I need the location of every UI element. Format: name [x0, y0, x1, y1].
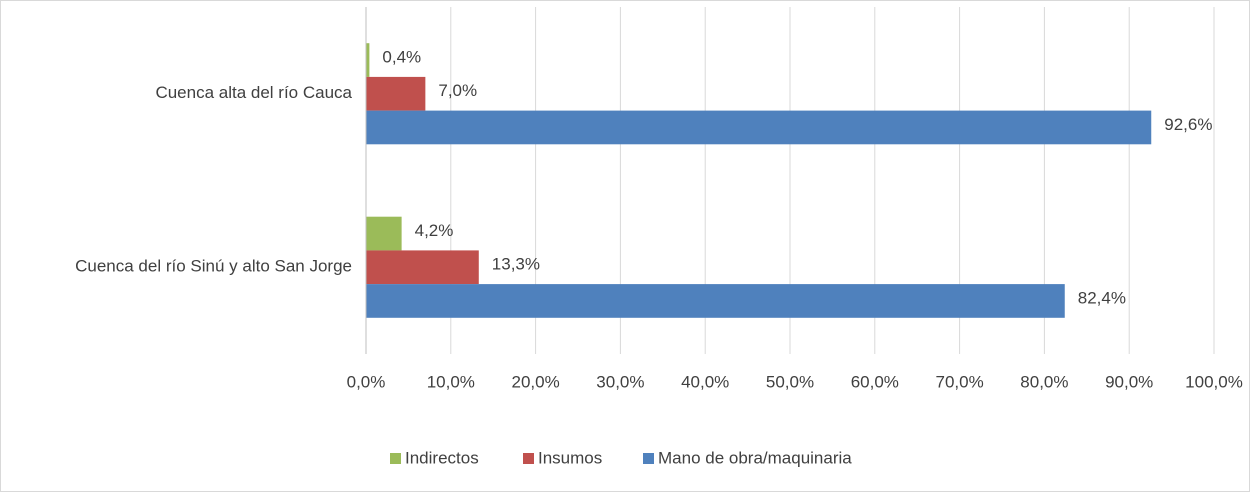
x-tick-label: 90,0% — [1105, 372, 1153, 391]
value-label: 13,3% — [492, 255, 540, 274]
x-tick-label: 100,0% — [1185, 372, 1243, 391]
x-tick-label: 30,0% — [596, 372, 644, 391]
x-tick-label: 10,0% — [427, 372, 475, 391]
x-tick-label: 70,0% — [935, 372, 983, 391]
y-tick-label: Cuenca alta del río Cauca — [155, 83, 352, 102]
legend-swatch — [643, 453, 654, 464]
legend-swatch — [523, 453, 534, 464]
value-label: 92,6% — [1164, 115, 1212, 134]
x-tick-label: 40,0% — [681, 372, 729, 391]
legend-label: Indirectos — [405, 448, 479, 467]
value-label: 82,4% — [1078, 288, 1126, 307]
value-label: 0,4% — [382, 48, 421, 67]
legend-label: Mano de obra/maquinaria — [658, 448, 852, 467]
x-tick-label: 60,0% — [851, 372, 899, 391]
bar — [366, 110, 1152, 145]
bar — [366, 216, 402, 251]
value-label: 4,2% — [415, 221, 454, 240]
bar — [366, 43, 370, 77]
y-tick-label: Cuenca del río Sinú y alto San Jorge — [75, 257, 352, 276]
bar — [366, 76, 426, 111]
legend-label: Insumos — [538, 448, 602, 467]
x-tick-label: 80,0% — [1020, 372, 1068, 391]
x-tick-label: 50,0% — [766, 372, 814, 391]
bar — [366, 284, 1065, 318]
x-tick-label: 20,0% — [511, 372, 559, 391]
legend-swatch — [390, 453, 401, 464]
bar — [366, 250, 479, 285]
value-label: 7,0% — [438, 81, 477, 100]
x-tick-label: 0,0% — [347, 372, 386, 391]
